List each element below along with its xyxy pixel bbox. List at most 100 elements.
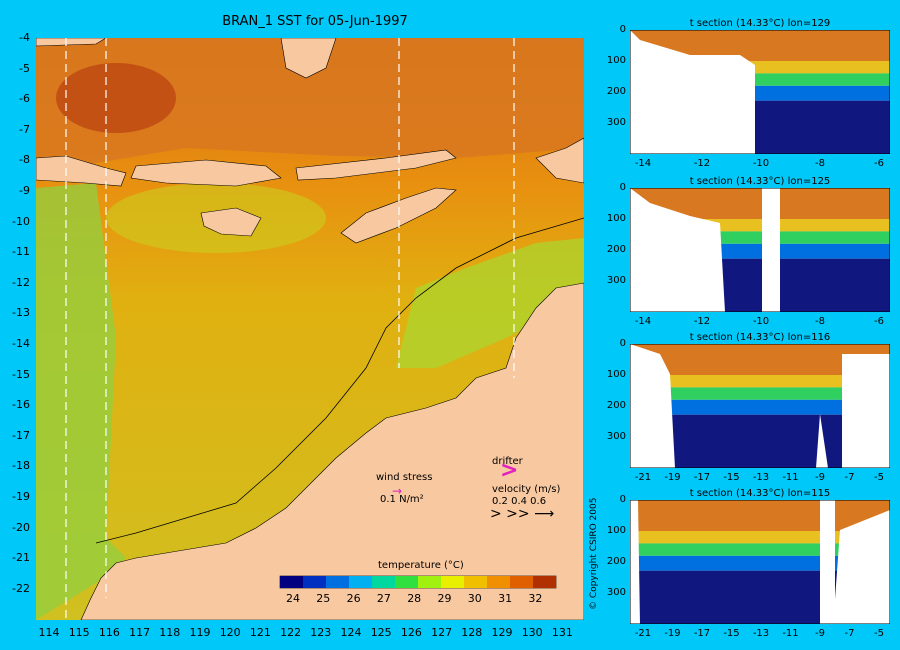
lat-label: -8: [19, 153, 30, 167]
wind-arrow-icon: →: [392, 484, 403, 498]
section-xtick: -7: [844, 472, 855, 483]
section-xtick: -14: [634, 158, 652, 169]
lon-label: 124: [340, 626, 362, 639]
lon-label: 114: [38, 626, 60, 639]
section-xtick: -6: [874, 158, 884, 169]
blue-layer: [630, 399, 890, 415]
lon-label: 123: [310, 626, 332, 639]
wind-stress-label: wind stress: [376, 472, 433, 483]
section-title: t section (14.33°C) lon=115: [689, 488, 831, 499]
section-xtick: -19: [664, 472, 681, 483]
section-ytick: 100: [606, 55, 626, 66]
colorbar-title: temperature (°C): [378, 560, 464, 571]
lon-label: 131: [551, 626, 573, 639]
velocity-values: 0.2 0.4 0.6: [492, 496, 547, 507]
section-ytick: 0: [619, 338, 626, 349]
section-ytick: 300: [606, 275, 626, 286]
map-title: BRAN_1 SST for 05-Jun-1997: [222, 14, 408, 29]
section-xtick: -17: [693, 472, 711, 483]
colorbar-tick: 26: [346, 592, 361, 605]
lon-label: 117: [129, 626, 151, 639]
section-xtick: -12: [693, 316, 711, 327]
lat-label: -12: [12, 275, 30, 289]
section-xtick: -17: [693, 628, 711, 639]
lon-label: 118: [159, 626, 181, 639]
sst-map: [36, 38, 584, 620]
lon-label: 115: [68, 626, 90, 639]
colorbar-tick: 29: [437, 592, 452, 605]
section-xtick: -9: [815, 628, 825, 639]
borneo-coast: [36, 38, 107, 47]
lat-label: -5: [19, 61, 30, 75]
land-mask: [630, 500, 890, 624]
section-ytick: 200: [606, 556, 626, 567]
lat-label: -9: [19, 184, 30, 197]
lat-label: -16: [12, 398, 30, 412]
lat-label: -15: [12, 367, 30, 381]
land-mask: [630, 30, 755, 154]
sumba-island: [200, 207, 262, 237]
lat-label: -10: [12, 214, 30, 228]
colorbar-tick: 25: [316, 592, 331, 605]
lat-label: -11: [12, 245, 30, 259]
colorbar-tick: 31: [498, 592, 513, 605]
section-title: t section (14.33°C) lon=125: [689, 176, 831, 187]
lat-label: -21: [12, 551, 30, 565]
section-xtick: -5: [874, 628, 884, 639]
section-ytick: 0: [619, 24, 626, 35]
section-xtick: -15: [723, 628, 740, 639]
section-xtick: -10: [752, 316, 770, 327]
section-ytick: 300: [606, 117, 626, 128]
section-title: t section (14.33°C) lon=116: [689, 332, 831, 343]
timor-island: [340, 187, 457, 244]
cool-shelf-zone: [396, 238, 584, 368]
flores-island: [295, 149, 457, 181]
section-lines: [65, 38, 515, 620]
section-xtick: -11: [782, 628, 799, 639]
drifter-label: drifter: [492, 456, 523, 467]
section-xtick: -21: [634, 472, 652, 483]
section-xtick: -14: [634, 316, 652, 327]
section-xtick: -9: [815, 472, 825, 483]
section-ytick: 100: [606, 213, 626, 224]
lon-label: 126: [400, 626, 422, 639]
lat-label: -17: [12, 428, 30, 442]
section-ytick: 300: [606, 587, 626, 598]
lat-label: -19: [12, 490, 30, 503]
section-xtick: -13: [752, 628, 770, 639]
land-mask: [630, 188, 780, 312]
section-ytick: 300: [606, 431, 626, 442]
lon-label: 119: [189, 626, 211, 639]
velocity-label: velocity (m/s): [492, 484, 561, 495]
australia-landmass: [80, 282, 584, 620]
lat-label: -7: [19, 122, 30, 136]
section-ytick: 100: [606, 369, 626, 380]
section-title: t section (14.33°C) lon=129: [689, 18, 831, 29]
section-xtick: -21: [634, 628, 652, 639]
lon-label: 122: [280, 626, 302, 639]
section-plot: [630, 188, 890, 312]
warm-north-band: [36, 38, 584, 173]
lon-label: 127: [431, 626, 453, 639]
yellow-layer: [630, 375, 890, 388]
section-ytick: 100: [606, 525, 626, 536]
section-plot: [630, 500, 890, 624]
lon-label: 128: [461, 626, 483, 639]
land-mask: [630, 344, 890, 468]
section-ytick: 0: [619, 494, 626, 505]
warm-layer: [630, 500, 890, 531]
east-islands: [535, 137, 584, 184]
section-ytick: 200: [606, 244, 626, 255]
section-xtick: -13: [752, 472, 770, 483]
lat-label: -6: [19, 92, 30, 106]
section-ytick: 200: [606, 86, 626, 97]
section-xtick: -6: [874, 316, 884, 327]
hot-spot: [56, 63, 176, 133]
colorbar-tick: 30: [467, 592, 482, 605]
java-island: [36, 155, 127, 187]
velocity-arrows-icon: > >> ⟶: [490, 506, 555, 522]
copyright: © Copyright CSIRO 2005: [589, 497, 599, 610]
section-xtick: -10: [752, 158, 770, 169]
colorbar-tick: 27: [376, 592, 391, 605]
colorbar: [279, 575, 557, 589]
